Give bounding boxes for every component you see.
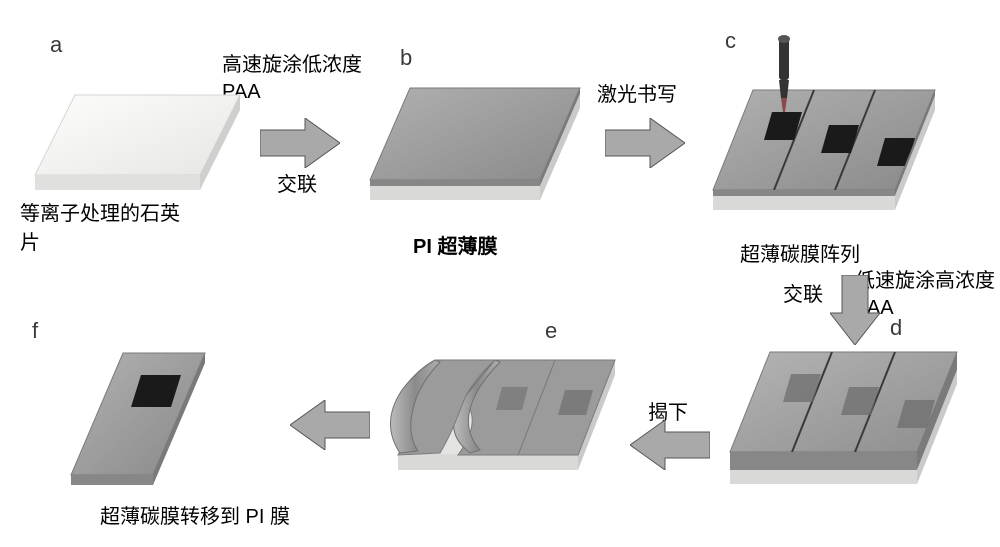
panel-f-transferred — [55, 345, 285, 495]
panel-d-overcoat — [715, 340, 975, 505]
panel-c-carbon-array — [695, 30, 955, 230]
arrow-b-to-c — [605, 118, 685, 168]
step-letter-f: f — [32, 318, 38, 344]
arrow-a-to-b — [260, 118, 340, 168]
step-letter-a: a — [50, 32, 62, 58]
caption-c: 超薄碳膜阵列 — [740, 238, 860, 267]
caption-f: 超薄碳膜转移到 PI 膜 — [100, 500, 290, 529]
arrow-e-to-f — [290, 400, 370, 450]
panel-e-peeling — [380, 335, 630, 500]
arrow-c-to-d — [830, 275, 880, 345]
label-b-to-c-top: 激光书写 — [597, 78, 677, 107]
label-a-to-b-bottom: 交联 — [277, 168, 317, 197]
panel-b-pi-film — [365, 70, 590, 220]
step-letter-b: b — [400, 45, 412, 71]
arrow-d-to-e — [630, 420, 710, 470]
panel-a-quartz — [30, 70, 255, 210]
label-c-to-d-side: 交联 — [783, 278, 823, 307]
caption-b: PI 超薄膜 — [413, 230, 497, 259]
